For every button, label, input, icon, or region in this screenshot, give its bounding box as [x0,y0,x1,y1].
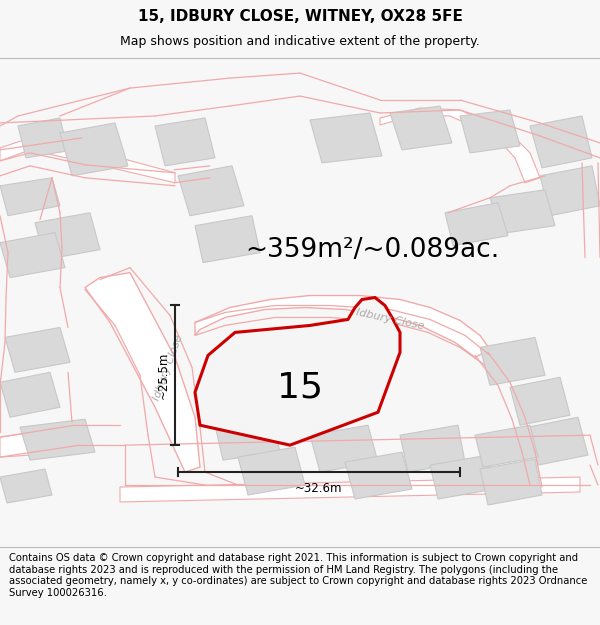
Polygon shape [460,110,520,153]
Text: ~32.6m: ~32.6m [295,481,343,494]
Polygon shape [310,425,378,472]
Polygon shape [480,459,542,505]
Text: 15: 15 [277,370,323,404]
Text: Idbury Close: Idbury Close [151,333,185,402]
Polygon shape [510,378,570,425]
Polygon shape [215,418,280,460]
Polygon shape [0,138,175,182]
Polygon shape [540,166,600,216]
Polygon shape [195,216,260,262]
Polygon shape [35,213,100,259]
Polygon shape [120,477,580,502]
Polygon shape [155,118,215,166]
Polygon shape [238,447,305,495]
Polygon shape [345,452,412,499]
Polygon shape [390,106,452,150]
Polygon shape [60,123,128,176]
Polygon shape [85,272,200,472]
Polygon shape [195,296,490,358]
Polygon shape [480,338,545,385]
Polygon shape [20,419,95,460]
Polygon shape [178,166,244,216]
Polygon shape [195,298,400,445]
Text: Idbury Close: Idbury Close [355,308,425,332]
Polygon shape [430,455,495,499]
Text: Map shows position and indicative extent of the property.: Map shows position and indicative extent… [120,36,480,48]
Polygon shape [0,372,60,418]
Polygon shape [475,425,538,467]
Text: ~359m²/~0.089ac.: ~359m²/~0.089ac. [245,237,499,262]
Polygon shape [0,469,52,503]
Polygon shape [528,418,588,465]
Polygon shape [445,202,508,246]
Polygon shape [0,178,60,216]
Polygon shape [18,118,68,158]
Polygon shape [5,328,70,372]
Text: 15, IDBURY CLOSE, WITNEY, OX28 5FE: 15, IDBURY CLOSE, WITNEY, OX28 5FE [137,9,463,24]
Text: Contains OS data © Crown copyright and database right 2021. This information is : Contains OS data © Crown copyright and d… [9,553,587,598]
Polygon shape [490,190,555,234]
Polygon shape [0,427,90,457]
Polygon shape [380,108,540,182]
Text: ~25.5m: ~25.5m [157,352,170,399]
Polygon shape [0,232,65,278]
Polygon shape [400,425,465,472]
Polygon shape [310,113,382,163]
Polygon shape [530,116,592,168]
